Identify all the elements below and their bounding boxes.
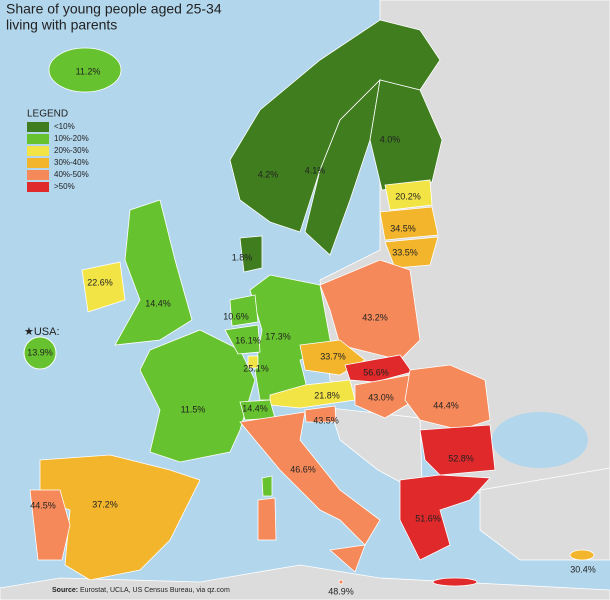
region-value: 22.6% — [87, 277, 113, 287]
region-value: 43.2% — [362, 312, 388, 322]
legend-label: 20%-30% — [54, 146, 89, 155]
region-value: 20.2% — [395, 191, 421, 201]
region-value: 21.8% — [314, 390, 340, 400]
region-value: 46.6% — [290, 464, 316, 474]
legend-swatch — [27, 134, 49, 144]
legend-swatch — [27, 158, 49, 168]
legend-swatch — [27, 146, 49, 156]
legend-swatch — [27, 182, 49, 192]
usa-value: 13.9% — [27, 347, 53, 357]
region-value: 16.1% — [235, 335, 261, 345]
region-value: 51.6% — [415, 513, 441, 523]
source-text: Eurostat, UCLA, US Census Bureau, via qz… — [80, 587, 230, 594]
countries — [29, 19, 595, 587]
black-sea — [492, 412, 588, 468]
region-value: 11.5% — [181, 404, 206, 414]
title: living with parents — [6, 17, 117, 33]
region-value: 48.9% — [328, 586, 354, 596]
region-value: 14.4% — [145, 298, 171, 308]
region-value: 1.8% — [232, 252, 253, 262]
legend-title: LEGEND — [27, 109, 68, 120]
region-value: 25.1% — [243, 363, 269, 373]
legend-label: 40%-50% — [54, 170, 89, 179]
region-value: 11.2% — [76, 66, 101, 76]
region-value: 33.5% — [392, 247, 418, 257]
legend-label: <10% — [54, 122, 75, 131]
region-value: 14.4% — [242, 403, 268, 413]
usa-label: ★USA: — [24, 326, 60, 338]
region-value: 43.0% — [368, 392, 394, 402]
legend-label: 10%-20% — [54, 134, 89, 143]
title: Share of young people aged 25-34 — [6, 1, 222, 17]
legend-swatch — [27, 170, 49, 180]
region-value: 4.1% — [305, 165, 326, 175]
region-value: 37.2% — [92, 499, 118, 509]
region-value: 52.8% — [448, 453, 474, 463]
legend: <10% 10%-20% 20%-30% 30%-40% 40%-50% >50% — [27, 122, 89, 192]
legend-label: >50% — [54, 182, 75, 191]
region-value: 44.4% — [433, 400, 459, 410]
region-value: 30.4% — [570, 564, 596, 574]
region-value: 43.5% — [313, 415, 339, 425]
region-value: 4.2% — [258, 169, 279, 179]
usa-marker — [23, 336, 57, 370]
legend-swatch — [27, 122, 49, 132]
region-value: 44.5% — [30, 500, 56, 510]
region-value: 56.6% — [363, 367, 389, 377]
region-value: 17.3% — [265, 331, 291, 341]
region-value: 34.5% — [390, 223, 416, 233]
region-value: 4.0% — [380, 134, 401, 144]
region-value: 10.6% — [223, 311, 249, 321]
legend-label: 30%-40% — [54, 158, 89, 167]
source-label: Source: — [52, 587, 78, 594]
map-labels: 11.2% 4.2% 4.1% 4.0% 20.2% 34.5% 33.5% 1.8% 22.6… — [30, 66, 596, 596]
region-value: 33.7% — [320, 351, 346, 361]
